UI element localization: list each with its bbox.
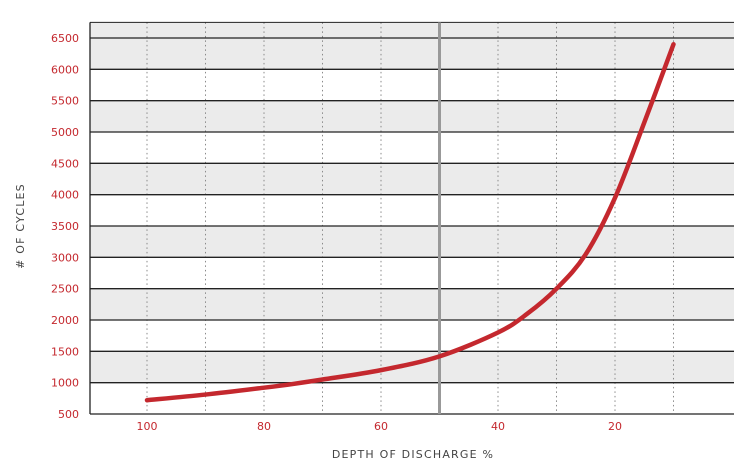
y-tick-2000: 2000: [51, 314, 79, 327]
y-tick-5500: 5500: [51, 95, 79, 108]
band-1000: [90, 351, 734, 383]
y-tick-2500: 2500: [51, 283, 79, 296]
band-5500: [90, 69, 734, 101]
y-tick-500: 500: [58, 408, 79, 421]
y-axis-title: # OF CYCLES: [14, 183, 27, 269]
band-2500: [90, 257, 734, 289]
x-axis-title: DEPTH OF DISCHARGE %: [332, 448, 494, 461]
plot-background-bands: [90, 22, 734, 414]
band-5000: [90, 100, 734, 132]
x-tick-60: 60: [374, 420, 388, 433]
y-tick-3000: 3000: [51, 251, 79, 264]
y-axis-ticks: 6500 6000 5500 5000 4500 4000 3500 3000 2500 2000…: [51, 32, 79, 421]
band-3000: [90, 226, 734, 258]
y-tick-3500: 3500: [51, 220, 79, 233]
x-tick-40: 40: [491, 420, 505, 433]
band-4500: [90, 132, 734, 164]
band-500: [90, 382, 734, 414]
band-4000: [90, 163, 734, 195]
x-tick-80: 80: [257, 420, 271, 433]
y-tick-5000: 5000: [51, 126, 79, 139]
y-tick-6500: 6500: [51, 32, 79, 45]
x-tick-20: 20: [608, 420, 622, 433]
band-2000: [90, 288, 734, 320]
y-tick-1000: 1000: [51, 377, 79, 390]
y-tick-4500: 4500: [51, 157, 79, 170]
band-6000: [90, 38, 734, 70]
y-tick-4000: 4000: [51, 189, 79, 202]
horizontal-gridlines: [90, 21, 734, 415]
cycles-curve: [144, 42, 676, 403]
y-tick-6000: 6000: [51, 63, 79, 76]
x-axis-ticks: 100 80 60 40 20: [137, 420, 623, 433]
band-6500: [90, 22, 734, 38]
x-tick-100: 100: [137, 420, 158, 433]
y-tick-1500: 1500: [51, 345, 79, 358]
band-1500: [90, 320, 734, 352]
band-3500: [90, 194, 734, 226]
